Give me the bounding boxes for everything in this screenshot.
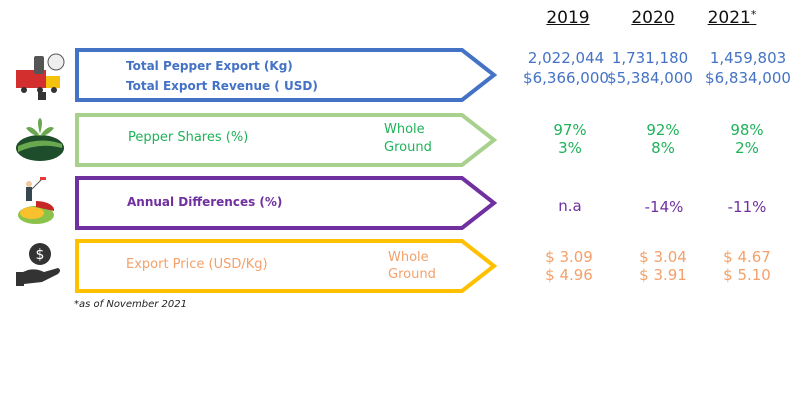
label-pepper-shares: Pepper Shares (%): [128, 130, 249, 145]
svg-text:$: $: [36, 247, 45, 263]
sublabel-whole: Whole: [384, 122, 425, 137]
asterisk: *: [750, 8, 757, 21]
value-2019-shares: 97% 3%: [520, 121, 620, 157]
year-header-2020: 2020: [631, 8, 675, 28]
label-total-revenue: Total Export Revenue ( USD): [126, 79, 318, 93]
export-kg: 1,459,803: [709, 49, 787, 67]
year-2021-text: 2021: [707, 8, 751, 28]
arrow-export: [75, 48, 498, 102]
whole-price: $ 3.09: [545, 248, 593, 266]
value-2021-export: 1,459,803 $6,834,000: [698, 48, 798, 88]
revenue-usd: $5,384,000: [607, 69, 693, 87]
pie-chart-person-icon: [18, 177, 55, 224]
value-2020-export: 1,731,180 $5,384,000: [600, 48, 700, 88]
value-2020-shares: 92% 8%: [613, 121, 713, 157]
ground-price: $ 5.10: [723, 266, 771, 284]
arrow-differences: [75, 176, 498, 230]
value-2019-export: 2,022,044 $6,366,000: [516, 48, 616, 88]
ground-share: 2%: [735, 139, 759, 157]
value-2020-price: $ 3.04 $ 3.91: [613, 248, 713, 284]
value-2021-price: $ 4.67 $ 5.10: [697, 248, 797, 284]
label-export-price: Export Price (USD/Kg): [126, 257, 268, 272]
whole-share: 97%: [553, 121, 587, 139]
whole-share: 92%: [646, 121, 680, 139]
sublabel-ground: Ground: [388, 267, 436, 282]
sublabel-whole: Whole: [388, 250, 429, 265]
ground-share: 8%: [651, 139, 675, 157]
sublabel-ground: Ground: [384, 140, 432, 155]
ground-price: $ 3.91: [639, 266, 687, 284]
year-header-2021: 2021*: [692, 8, 772, 28]
footnote: *as of November 2021: [74, 299, 187, 310]
revenue-usd: $6,366,000: [523, 69, 609, 87]
value-2021-shares: 98% 2%: [697, 121, 797, 157]
year-header-2019: 2019: [546, 8, 590, 28]
hand-dollar-icon: $: [16, 243, 60, 286]
export-kg: 1,731,180: [611, 49, 689, 67]
whole-price: $ 3.04: [639, 248, 687, 266]
label-annual-differences: Annual Differences (%): [127, 195, 283, 209]
whole-price: $ 4.67: [723, 248, 771, 266]
export-kg: 2,022,044: [527, 49, 605, 67]
ground-price: $ 4.96: [545, 266, 593, 284]
value-2019-difference: n.a: [558, 197, 582, 215]
revenue-usd: $6,834,000: [705, 69, 791, 87]
value-2020-difference: -14%: [644, 198, 684, 216]
label-total-export: Total Pepper Export (Kg): [126, 59, 293, 73]
export-truck-icon: [16, 53, 65, 100]
ground-share: 3%: [558, 139, 582, 157]
value-2019-price: $ 3.09 $ 4.96: [519, 248, 619, 284]
arrow-price: [75, 239, 498, 293]
plant-field-icon: [16, 118, 64, 161]
value-2021-difference: -11%: [727, 198, 767, 216]
arrow-shares: [75, 113, 498, 167]
whole-share: 98%: [730, 121, 764, 139]
